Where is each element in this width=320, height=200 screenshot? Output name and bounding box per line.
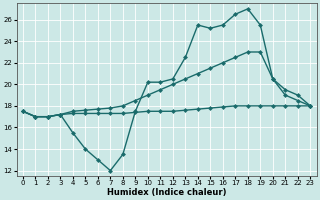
X-axis label: Humidex (Indice chaleur): Humidex (Indice chaleur) <box>107 188 226 197</box>
